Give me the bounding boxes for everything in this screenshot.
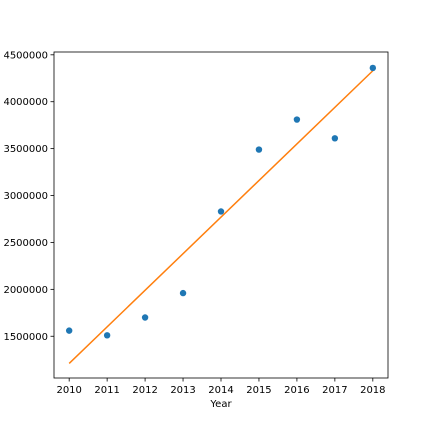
x-tick-label: 2010 xyxy=(56,385,81,396)
y-tick-label: 4000000 xyxy=(3,97,48,108)
x-tick-label: 2013 xyxy=(170,385,195,396)
data-point xyxy=(179,289,187,297)
data-point xyxy=(141,314,149,321)
trend-line xyxy=(68,70,374,364)
data-point xyxy=(217,208,225,215)
data-point xyxy=(331,135,339,142)
x-tick-label: 2018 xyxy=(360,385,385,396)
y-tick-label: 2000000 xyxy=(3,285,48,296)
y-tick-label: 3000000 xyxy=(3,191,48,202)
x-tick-label: 2016 xyxy=(284,385,309,396)
data-marks xyxy=(65,64,377,364)
x-tick-label: 2011 xyxy=(94,385,119,396)
x-axis-label: Year xyxy=(209,399,232,410)
data-point xyxy=(65,327,73,334)
data-point xyxy=(369,64,377,72)
y-tick-label: 1500000 xyxy=(3,332,48,343)
y-tick-label: 3500000 xyxy=(3,144,48,155)
data-point xyxy=(103,332,111,339)
x-tick-label: 2012 xyxy=(132,385,157,396)
data-point xyxy=(255,146,263,153)
y-tick-label: 4500000 xyxy=(3,50,48,61)
x-axis: 2010 2011 2012 2013 2014 2015 2016 2017 2018 xyxy=(56,378,386,396)
data-point xyxy=(293,116,301,123)
y-axis: 1500000 2000000 2500000 3000000 3500000 40000… xyxy=(3,50,54,343)
x-tick-label: 2017 xyxy=(322,385,347,396)
x-tick-label: 2014 xyxy=(208,385,233,396)
x-tick-label: 2015 xyxy=(246,385,271,396)
y-tick-label: 2500000 xyxy=(3,238,48,249)
